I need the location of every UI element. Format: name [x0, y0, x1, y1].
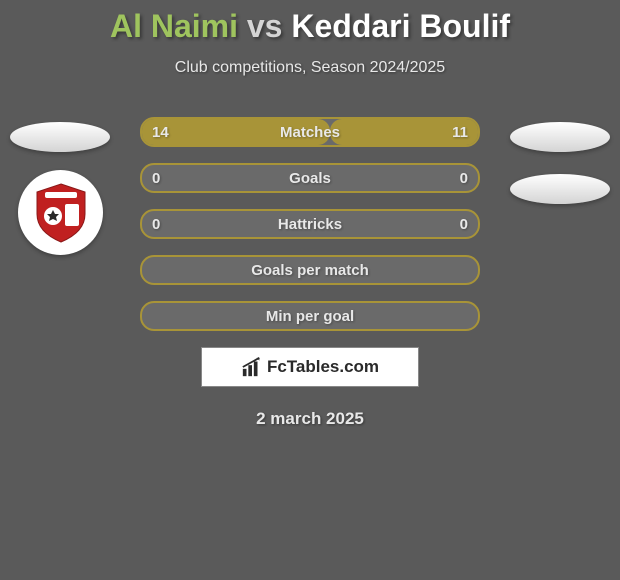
- player1-name: Al Naimi: [110, 8, 238, 44]
- stat-label: Goals: [289, 170, 331, 187]
- stat-label: Hattricks: [278, 216, 342, 233]
- player2-avatar-disc-1: [510, 122, 610, 152]
- stat-value-right: 11: [452, 124, 468, 141]
- branding-text: FcTables.com: [267, 357, 379, 377]
- page-title: Al Naimi vs Keddari Boulif: [0, 8, 620, 45]
- stat-row-goals-per-match: Goals per match: [140, 255, 480, 285]
- stat-value-right: 0: [460, 216, 468, 233]
- subtitle: Club competitions, Season 2024/2025: [0, 59, 620, 77]
- player2-name: Keddari Boulif: [291, 8, 510, 44]
- stat-label: Min per goal: [266, 308, 354, 325]
- branding-box[interactable]: FcTables.com: [201, 347, 419, 387]
- stat-value-left: 0: [152, 170, 160, 187]
- stat-value-left: 14: [152, 124, 169, 141]
- date-text: 2 march 2025: [0, 409, 620, 429]
- player1-club-badge: [18, 170, 103, 255]
- player2-avatar-disc-2: [510, 174, 610, 204]
- player2-avatar-area: [510, 122, 610, 204]
- stat-row-goals: 0 Goals 0: [140, 163, 480, 193]
- stat-row-matches: 14 Matches 11: [140, 117, 480, 147]
- vs-text: vs: [238, 8, 291, 44]
- stats-area: 14 Matches 11 0 Goals 0 0 Hattricks 0 Go…: [0, 117, 620, 429]
- stat-value-left: 0: [152, 216, 160, 233]
- stat-value-right: 0: [460, 170, 468, 187]
- player1-avatar-area: [10, 122, 110, 255]
- bar-chart-icon: [241, 356, 263, 378]
- stat-row-hattricks: 0 Hattricks 0: [140, 209, 480, 239]
- stat-row-min-per-goal: Min per goal: [140, 301, 480, 331]
- club-crest-icon: [31, 182, 91, 244]
- stat-label: Matches: [280, 124, 340, 141]
- stat-label: Goals per match: [251, 262, 369, 279]
- stat-rows: 14 Matches 11 0 Goals 0 0 Hattricks 0 Go…: [140, 117, 480, 331]
- main-container: Al Naimi vs Keddari Boulif Club competit…: [0, 0, 620, 429]
- player1-avatar-disc: [10, 122, 110, 152]
